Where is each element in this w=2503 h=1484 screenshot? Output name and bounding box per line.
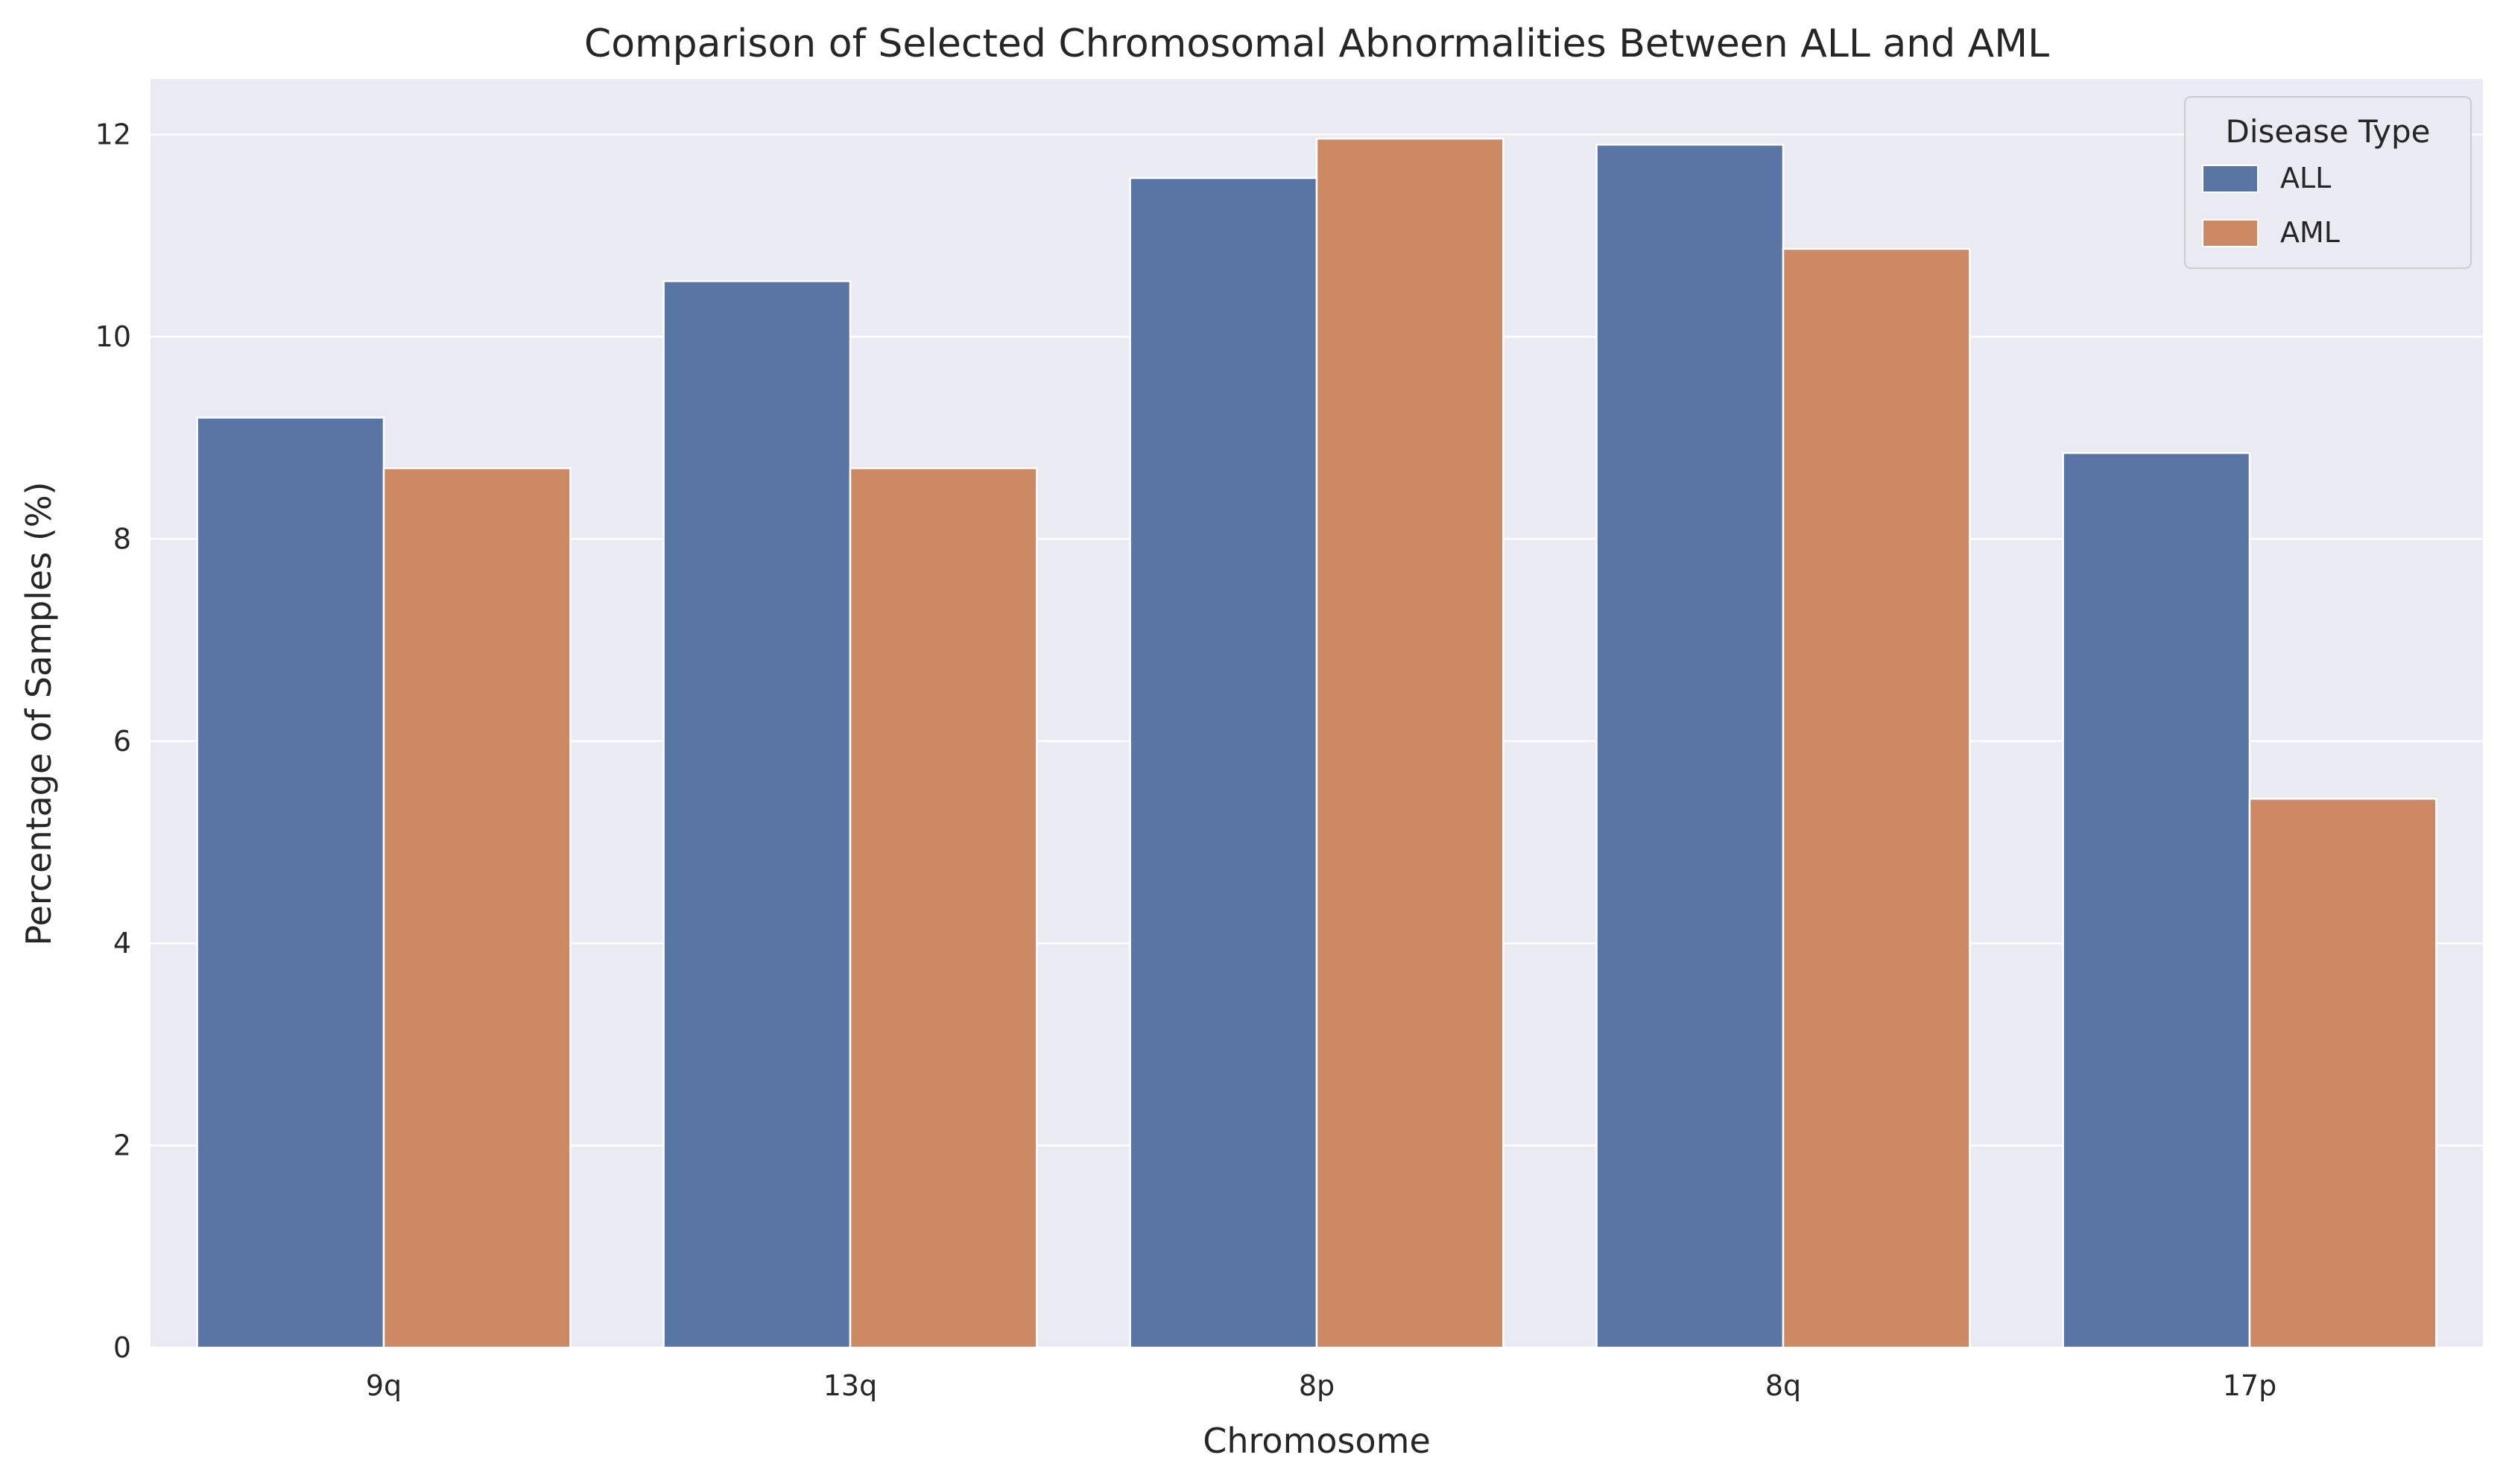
x-tick-label: 17p bbox=[2223, 1369, 2276, 1402]
bar-aml-17p bbox=[2248, 797, 2437, 1349]
x-axis-ticks: 9q 13q 8p 8q 17p bbox=[366, 1369, 2276, 1402]
x-tick-label: 8p bbox=[1299, 1369, 1335, 1402]
y-tick-label: 12 bbox=[95, 118, 131, 151]
bar-all-9q bbox=[196, 416, 385, 1349]
y-tick-label: 4 bbox=[113, 927, 131, 960]
bar-all-8q bbox=[1595, 143, 1785, 1349]
bar-all-13q bbox=[662, 280, 852, 1349]
y-tick-label: 6 bbox=[113, 725, 131, 758]
legend-swatch-aml bbox=[2202, 219, 2259, 247]
legend-label-aml: AML bbox=[2280, 216, 2340, 249]
bars bbox=[196, 137, 2437, 1349]
x-tick-label: 13q bbox=[823, 1369, 877, 1402]
bar-all-8p bbox=[1129, 177, 1318, 1349]
y-tick-label: 10 bbox=[95, 320, 131, 353]
y-tick-label: 2 bbox=[113, 1129, 131, 1162]
y-tick-label: 0 bbox=[113, 1331, 131, 1364]
bar-aml-8p bbox=[1315, 137, 1504, 1349]
bar-aml-8q bbox=[1782, 247, 1971, 1349]
bar-aml-13q bbox=[849, 467, 1038, 1349]
x-tick-label: 9q bbox=[366, 1369, 402, 1402]
legend-items: ALL AML bbox=[2202, 162, 2340, 249]
y-axis-label: Percentage of Samples (%) bbox=[19, 481, 59, 945]
legend-swatch-all bbox=[2202, 165, 2259, 193]
x-tick-label: 8q bbox=[1765, 1369, 1801, 1402]
legend-title: Disease Type bbox=[2225, 113, 2430, 150]
legend: Disease Type ALL AML bbox=[2184, 96, 2472, 269]
chart-title: Comparison of Selected Chromosomal Abnor… bbox=[584, 22, 2049, 66]
y-axis-ticks: 0 2 4 6 8 10 12 bbox=[95, 118, 131, 1364]
legend-label-all: ALL bbox=[2280, 162, 2331, 194]
bar-all-17p bbox=[2062, 451, 2251, 1349]
x-axis-label: Chromosome bbox=[1203, 1421, 1431, 1461]
y-tick-label: 8 bbox=[113, 522, 131, 555]
bar-aml-9q bbox=[382, 467, 572, 1349]
